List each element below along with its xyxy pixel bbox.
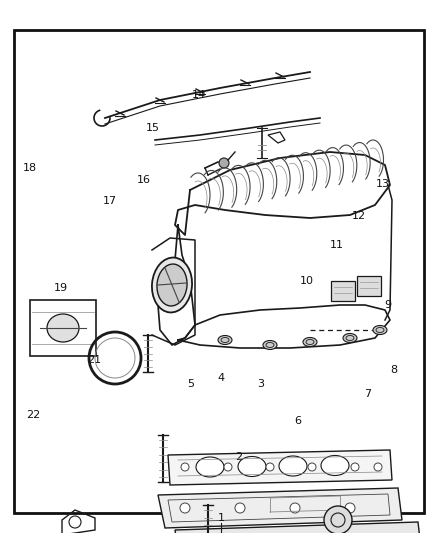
Text: 9: 9 bbox=[384, 300, 391, 310]
Text: 5: 5 bbox=[187, 379, 194, 389]
Circle shape bbox=[308, 463, 316, 471]
Ellipse shape bbox=[47, 314, 79, 342]
Text: 17: 17 bbox=[102, 197, 117, 206]
Text: 15: 15 bbox=[146, 123, 160, 133]
Text: 21: 21 bbox=[87, 355, 101, 365]
Ellipse shape bbox=[238, 456, 266, 477]
FancyBboxPatch shape bbox=[30, 300, 96, 356]
Circle shape bbox=[219, 158, 229, 168]
Text: 8: 8 bbox=[391, 366, 398, 375]
Circle shape bbox=[235, 503, 245, 513]
Polygon shape bbox=[175, 522, 422, 533]
Ellipse shape bbox=[373, 326, 387, 335]
Ellipse shape bbox=[263, 341, 277, 350]
Circle shape bbox=[266, 463, 274, 471]
Text: 19: 19 bbox=[54, 283, 68, 293]
FancyBboxPatch shape bbox=[357, 276, 381, 296]
Text: 6: 6 bbox=[294, 416, 301, 426]
Polygon shape bbox=[168, 450, 392, 485]
Text: 13: 13 bbox=[376, 179, 390, 189]
Text: 20: 20 bbox=[49, 325, 63, 334]
Circle shape bbox=[290, 503, 300, 513]
Text: 2: 2 bbox=[235, 453, 242, 462]
FancyBboxPatch shape bbox=[14, 30, 424, 513]
Circle shape bbox=[181, 463, 189, 471]
Text: 7: 7 bbox=[364, 390, 371, 399]
Ellipse shape bbox=[279, 456, 307, 476]
Ellipse shape bbox=[343, 334, 357, 343]
Text: 18: 18 bbox=[23, 163, 37, 173]
Text: 22: 22 bbox=[26, 410, 40, 419]
Text: 3: 3 bbox=[257, 379, 264, 389]
Polygon shape bbox=[158, 488, 402, 528]
Ellipse shape bbox=[321, 456, 349, 475]
Circle shape bbox=[224, 463, 232, 471]
Text: 16: 16 bbox=[137, 175, 151, 185]
Text: 1: 1 bbox=[218, 513, 225, 523]
Text: 10: 10 bbox=[300, 277, 314, 286]
Ellipse shape bbox=[218, 335, 232, 344]
Circle shape bbox=[351, 463, 359, 471]
Circle shape bbox=[345, 503, 355, 513]
Ellipse shape bbox=[303, 337, 317, 346]
Ellipse shape bbox=[152, 257, 192, 312]
Circle shape bbox=[180, 503, 190, 513]
Text: 11: 11 bbox=[330, 240, 344, 250]
Circle shape bbox=[374, 463, 382, 471]
Ellipse shape bbox=[157, 264, 187, 306]
Text: 14: 14 bbox=[192, 90, 206, 100]
Circle shape bbox=[324, 506, 352, 533]
FancyBboxPatch shape bbox=[331, 281, 355, 301]
Text: 4: 4 bbox=[218, 374, 225, 383]
Ellipse shape bbox=[196, 457, 224, 477]
Text: 12: 12 bbox=[352, 211, 366, 221]
